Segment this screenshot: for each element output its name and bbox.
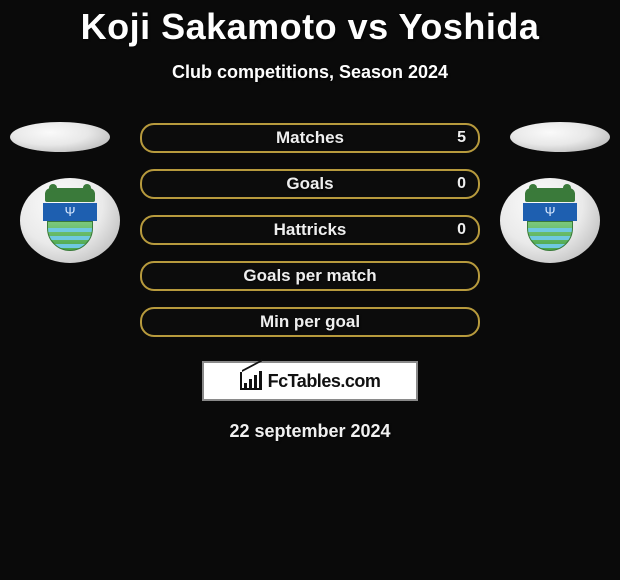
- stat-row-min-per-goal: Min per goal: [140, 307, 480, 337]
- stat-row-matches: Matches 5: [140, 123, 480, 153]
- club-badge-right: Ψ: [500, 178, 600, 263]
- club-badge-left: Ψ: [20, 178, 120, 263]
- stat-value: 0: [457, 221, 466, 239]
- footer-date: 22 september 2024: [0, 421, 620, 442]
- club-crest-left: Ψ: [41, 188, 99, 254]
- page-title: Koji Sakamoto vs Yoshida: [0, 0, 620, 48]
- stat-label: Goals: [286, 174, 333, 194]
- trident-icon: Ψ: [65, 205, 76, 218]
- stat-value: 0: [457, 175, 466, 193]
- stat-row-goals: Goals 0: [140, 169, 480, 199]
- club-crest-right: Ψ: [521, 188, 579, 254]
- stat-label: Goals per match: [243, 266, 376, 286]
- chart-icon: [240, 372, 262, 390]
- brand-box: FcTables.com: [202, 361, 418, 401]
- stat-label: Matches: [276, 128, 344, 148]
- subtitle: Club competitions, Season 2024: [0, 62, 620, 83]
- stat-label: Min per goal: [260, 312, 360, 332]
- stat-value: 5: [457, 129, 466, 147]
- player-avatar-left: [10, 122, 110, 152]
- brand-text: FcTables.com: [268, 371, 381, 392]
- stat-label: Hattricks: [274, 220, 347, 240]
- player-avatar-right: [510, 122, 610, 152]
- trident-icon: Ψ: [545, 205, 556, 218]
- stat-row-goals-per-match: Goals per match: [140, 261, 480, 291]
- stat-row-hattricks: Hattricks 0: [140, 215, 480, 245]
